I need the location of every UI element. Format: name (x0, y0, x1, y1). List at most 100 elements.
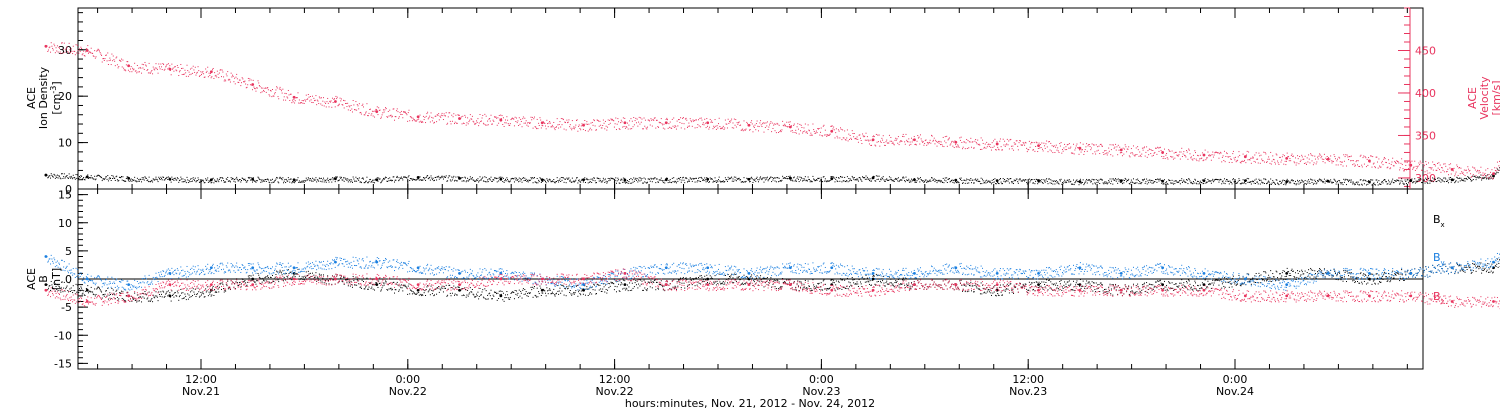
velocity-sample (491, 123, 493, 125)
velocity-sample (555, 126, 557, 128)
density-sample (857, 179, 859, 181)
velocity-sample (1321, 158, 1323, 160)
density-sample (110, 178, 112, 180)
density-sample (459, 178, 461, 180)
velocity-sample (413, 119, 415, 121)
velocity-sample (1015, 143, 1017, 145)
density-sample (487, 181, 489, 183)
density-sample (175, 179, 177, 181)
velocity-sample (1147, 150, 1149, 152)
density-sample (1099, 178, 1101, 180)
density-sample (533, 176, 535, 178)
density-sample (61, 173, 63, 175)
density-sample (870, 180, 872, 182)
density-sample (458, 176, 460, 178)
density-sample (1022, 179, 1024, 181)
density-sample (958, 182, 960, 184)
velocity-sample (759, 122, 761, 124)
velocity-sample (203, 76, 205, 78)
velocity-sample (1237, 159, 1239, 161)
velocity-sample (640, 121, 642, 123)
density-sample (1051, 180, 1053, 182)
density-sample (591, 178, 593, 180)
velocity-sample (935, 139, 937, 141)
velocity-sample (591, 129, 593, 131)
density-sample (186, 176, 188, 178)
velocity-sample (742, 128, 744, 130)
velocity-sample (1490, 171, 1492, 173)
velocity-sample (416, 120, 418, 122)
velocity-sample (56, 50, 58, 52)
velocity-sample (1177, 155, 1179, 157)
density-sample (1026, 183, 1028, 185)
velocity-sample (739, 124, 741, 126)
velocity-sample (629, 120, 631, 122)
velocity-sample (720, 128, 722, 130)
velocity-sample (202, 71, 204, 73)
density-sample (1295, 184, 1297, 186)
velocity-sample (781, 129, 783, 131)
density-sample (314, 179, 316, 181)
density-sample (1343, 178, 1345, 180)
velocity-sample (148, 62, 150, 64)
velocity-sample (1312, 164, 1314, 166)
density-sample (1030, 179, 1032, 181)
density-sample (320, 180, 322, 182)
velocity-sample (1030, 143, 1032, 145)
density-sample (993, 179, 995, 181)
density-sample (524, 177, 526, 179)
density-sample (1195, 182, 1197, 184)
velocity-sample (608, 124, 610, 126)
density-sample (709, 181, 711, 183)
velocity-sample (692, 119, 694, 121)
density-sample (149, 181, 151, 183)
velocity-sample (565, 129, 567, 131)
density-sample (695, 177, 697, 179)
density-sample (78, 175, 80, 177)
velocity-sample (327, 102, 329, 104)
velocity-sample (973, 147, 975, 149)
density-sample (461, 180, 463, 182)
velocity-sample (367, 115, 369, 117)
velocity-sample (1431, 167, 1433, 169)
density-sample (300, 181, 302, 183)
velocity-sample (741, 129, 743, 131)
density-sample (464, 176, 466, 178)
velocity-sample (1084, 149, 1086, 151)
velocity-sample (663, 123, 665, 125)
velocity-sample (729, 121, 731, 123)
velocity-sample (515, 121, 517, 123)
density-sample (1028, 178, 1030, 180)
velocity-sample (1123, 153, 1125, 155)
density-sample (187, 179, 189, 181)
density-sample (407, 180, 409, 182)
velocity-sample (433, 121, 435, 123)
velocity-sample (225, 73, 227, 75)
velocity-sample (1048, 141, 1050, 143)
density-sample (709, 177, 711, 179)
density-sample (667, 182, 669, 184)
velocity-sample (1307, 161, 1309, 163)
density-sample (299, 181, 301, 183)
density-sample (121, 176, 123, 178)
density-sample (763, 181, 765, 183)
velocity-sample (1206, 157, 1208, 159)
velocity-sample (201, 74, 202, 76)
density-sample (751, 176, 753, 178)
velocity-sample (377, 114, 379, 116)
velocity-sample (989, 143, 991, 145)
velocity-sample (428, 117, 430, 119)
velocity-sample (1308, 154, 1310, 156)
velocity-sample (1047, 151, 1049, 153)
density-sample (979, 183, 981, 185)
velocity-sample (1339, 157, 1341, 159)
velocity-sample (1494, 167, 1496, 169)
velocity-sample (1496, 161, 1498, 163)
density-sample (1266, 182, 1268, 184)
density-sample (1236, 182, 1238, 184)
velocity-sample (173, 70, 175, 72)
velocity-sample (1284, 160, 1286, 162)
density-sample (243, 179, 245, 181)
velocity-sample (902, 135, 904, 137)
velocity-sample (1146, 156, 1148, 158)
